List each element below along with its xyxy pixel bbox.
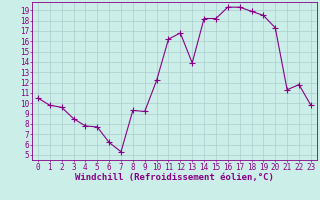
- X-axis label: Windchill (Refroidissement éolien,°C): Windchill (Refroidissement éolien,°C): [75, 173, 274, 182]
